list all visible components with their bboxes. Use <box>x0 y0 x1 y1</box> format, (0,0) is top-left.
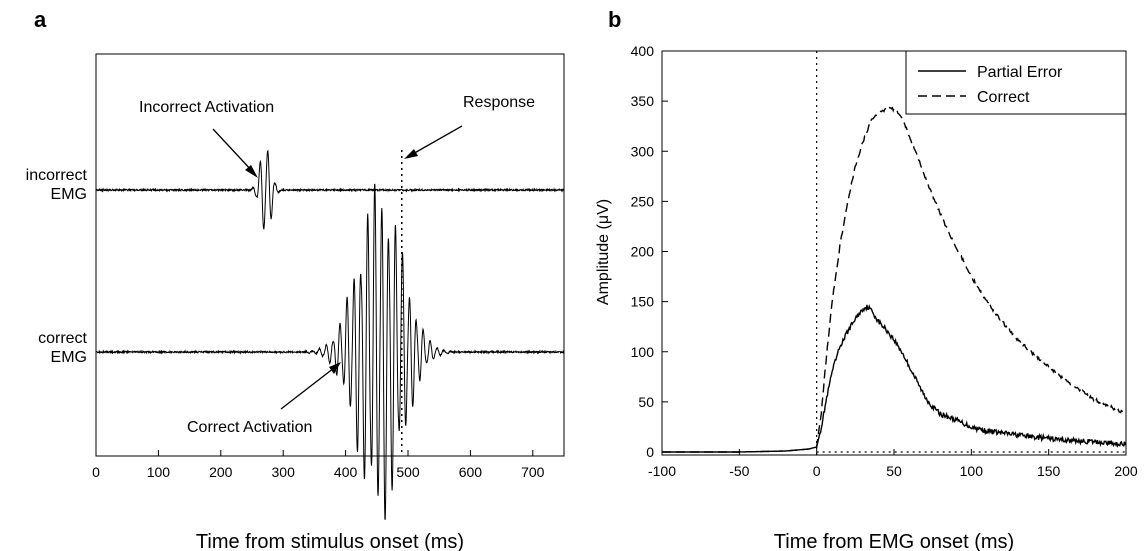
x-ticks-b: -100 -50 0 50 100 150 200 <box>648 449 1138 479</box>
x-tick-label-a: 100 <box>147 464 171 480</box>
x-tick-label-b: 150 <box>1037 463 1061 479</box>
y-tick-label-b: 0 <box>646 444 654 460</box>
panel-label-b: b <box>608 7 621 32</box>
x-tick-label-b: -100 <box>648 463 676 479</box>
annotation-response: Response <box>463 94 535 111</box>
y-axis-label-b: Amplitude (μV) <box>595 199 612 305</box>
series-line-correct <box>662 106 1127 453</box>
trace-label-correct-line2: EMG <box>51 349 87 366</box>
x-tick-label-b: -50 <box>729 463 749 479</box>
annotation-arrows-a <box>212 125 463 410</box>
y-tick-label-b: 50 <box>638 394 654 410</box>
panel-label-a: a <box>34 7 47 32</box>
x-axis-label-a: Time from stimulus onset (ms) <box>196 531 464 551</box>
x-tick-label-a: 600 <box>459 464 483 480</box>
x-axis-label-b: Time from EMG onset (ms) <box>774 531 1014 551</box>
x-tick-label-b: 0 <box>813 463 821 479</box>
legend-label-partial-error: Partial Error <box>977 64 1063 81</box>
y-tick-label-b: 250 <box>631 193 655 209</box>
emg-trace-incorrect <box>95 149 565 230</box>
trace-label-correct-line1: correct <box>38 330 87 347</box>
y-tick-label-b: 400 <box>631 43 655 59</box>
panel-b: b -100 -50 0 50 100 150 200 0 50 100 150 200 250 300… <box>595 7 1138 551</box>
y-tick-label-b: 200 <box>631 244 655 260</box>
annotation-correct-activation: Correct Activation <box>187 419 312 436</box>
annotation-incorrect-activation: Incorrect Activation <box>139 99 274 116</box>
legend-label-correct: Correct <box>977 89 1030 106</box>
series-line-partial-error <box>662 304 1127 453</box>
arrowhead-incorrect-activation <box>245 165 258 178</box>
x-tick-label-a: 0 <box>92 464 100 480</box>
arrowhead-response <box>404 149 418 159</box>
y-tick-label-b: 300 <box>631 143 655 159</box>
panel-a: a 0 100 200 300 400 500 600 700 incorrect EMG c… <box>26 7 565 551</box>
series-group <box>662 106 1127 453</box>
x-tick-label-a: 400 <box>334 464 358 480</box>
x-tick-label-b: 50 <box>886 463 902 479</box>
x-tick-label-a: 300 <box>272 464 296 480</box>
y-tick-label-b: 150 <box>631 294 655 310</box>
arrowhead-correct-activation <box>329 362 341 374</box>
arrow-incorrect-activation <box>212 128 254 173</box>
x-tick-label-a: 700 <box>521 464 545 480</box>
emg-traces <box>95 149 565 520</box>
x-ticks-a: 0 100 200 300 400 500 600 700 <box>92 450 545 480</box>
x-tick-label-b: 200 <box>1114 463 1138 479</box>
y-tick-label-b: 350 <box>631 93 655 109</box>
legend-box <box>905 50 1127 115</box>
arrow-response <box>410 125 463 156</box>
y-tick-label-b: 100 <box>631 344 655 360</box>
y-ticks-b: 0 50 100 150 200 250 300 350 400 <box>631 43 668 460</box>
legend: Partial Error Correct <box>905 50 1127 115</box>
x-tick-label-b: 100 <box>960 463 984 479</box>
emg-trace-correct <box>95 183 565 520</box>
x-tick-label-a: 200 <box>209 464 233 480</box>
x-tick-label-a: 500 <box>396 464 420 480</box>
plot-frame-a <box>95 53 565 457</box>
arrow-correct-activation <box>280 367 335 410</box>
trace-label-incorrect-line2: EMG <box>51 186 87 203</box>
trace-label-incorrect-line1: incorrect <box>26 167 88 184</box>
